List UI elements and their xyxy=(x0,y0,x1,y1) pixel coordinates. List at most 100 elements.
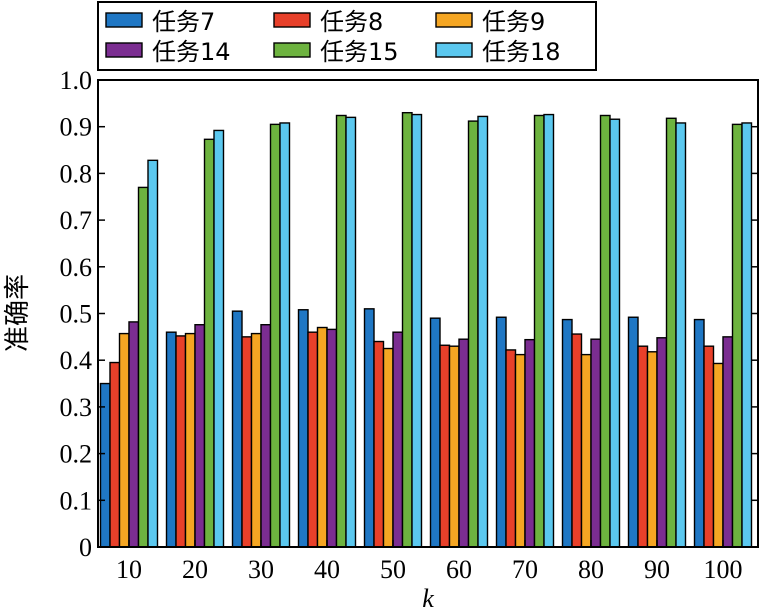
bar xyxy=(326,328,338,548)
bar xyxy=(203,138,215,548)
y-tick-label: 0.7 xyxy=(60,206,93,235)
bar xyxy=(269,123,281,548)
x-tick-label: 100 xyxy=(704,555,743,584)
bar xyxy=(429,317,441,548)
bar xyxy=(401,111,413,548)
bars-group xyxy=(99,111,753,548)
bar xyxy=(609,118,621,548)
legend-swatch xyxy=(273,42,311,58)
x-tick-label: 60 xyxy=(446,555,472,584)
bar xyxy=(392,331,404,548)
bar xyxy=(128,321,140,548)
bar xyxy=(561,318,573,548)
y-tick-label: 1.0 xyxy=(60,66,93,95)
bar xyxy=(250,332,262,548)
bar xyxy=(712,362,724,548)
y-tick-label: 0.8 xyxy=(60,159,93,188)
bar xyxy=(213,129,225,548)
bar xyxy=(495,316,507,548)
bar xyxy=(260,324,272,548)
bar xyxy=(373,340,385,548)
bar xyxy=(514,353,526,548)
bar xyxy=(627,316,639,548)
bar xyxy=(241,336,253,548)
bar xyxy=(165,331,177,548)
y-tick-label: 0.3 xyxy=(60,393,93,422)
bar xyxy=(231,310,243,548)
legend-label: 任务15 xyxy=(320,38,399,66)
bar xyxy=(175,335,187,548)
bar xyxy=(731,123,743,548)
y-tick-label: 0.2 xyxy=(60,440,93,469)
bar xyxy=(590,338,602,548)
legend-label: 任务14 xyxy=(152,38,231,66)
bar xyxy=(467,120,479,548)
bar xyxy=(363,308,375,548)
y-tick-label: 0.9 xyxy=(60,113,93,142)
bar xyxy=(524,338,536,548)
x-tick-label: 30 xyxy=(248,555,274,584)
y-tick-label: 0.4 xyxy=(60,346,93,375)
x-axis-label: k xyxy=(422,584,434,613)
legend-swatch xyxy=(273,12,311,28)
bar xyxy=(307,331,319,548)
legend-box xyxy=(97,1,597,71)
y-tick-label: 0 xyxy=(79,533,92,562)
bar xyxy=(316,326,328,548)
y-tick-label: 0.1 xyxy=(60,486,93,515)
bar xyxy=(543,113,555,548)
bar xyxy=(99,382,111,548)
bar xyxy=(194,324,206,548)
bar xyxy=(335,114,347,548)
bar xyxy=(656,337,668,548)
bar xyxy=(741,122,753,548)
bar xyxy=(477,115,489,548)
bar xyxy=(448,345,460,548)
bar xyxy=(533,114,545,548)
bar xyxy=(109,361,121,548)
bar xyxy=(279,122,291,548)
legend-swatch xyxy=(435,12,473,28)
bar xyxy=(665,117,677,548)
bar xyxy=(147,159,159,548)
x-tick-label: 80 xyxy=(578,555,604,584)
legend-swatch xyxy=(105,12,143,28)
bar xyxy=(675,122,687,548)
legend: 任务7 任务8 任务9 任务14 任务15 任务18 xyxy=(97,1,597,71)
bar xyxy=(439,344,451,548)
bar xyxy=(382,347,394,548)
x-axis: 10 20 30 40 50 60 70 80 90 100 xyxy=(116,540,743,584)
bar xyxy=(571,333,583,548)
bar xyxy=(703,345,715,548)
y-axis: 0 0.1 0.2 0.3 0.4 0.5 0.6 0.7 0.8 0.9 1.0 xyxy=(60,66,758,562)
bar xyxy=(137,186,149,548)
legend-label: 任务8 xyxy=(320,8,383,36)
legend-label: 任务7 xyxy=(152,8,215,36)
x-tick-label: 20 xyxy=(182,555,208,584)
y-tick-label: 0.5 xyxy=(60,300,93,329)
bar xyxy=(458,338,470,548)
x-tick-label: 40 xyxy=(314,555,340,584)
bar xyxy=(646,351,658,548)
legend-label: 任务18 xyxy=(482,38,561,66)
x-tick-label: 70 xyxy=(512,555,538,584)
legend-label: 任务9 xyxy=(482,8,545,36)
bar xyxy=(118,332,130,548)
bar xyxy=(693,318,705,548)
bar xyxy=(505,349,517,548)
y-tick-label: 0.6 xyxy=(60,253,93,282)
x-tick-label: 90 xyxy=(644,555,670,584)
bar xyxy=(599,114,611,548)
bar xyxy=(722,336,734,548)
legend-swatch xyxy=(105,42,143,58)
bar xyxy=(297,309,309,548)
legend-swatch xyxy=(435,42,473,58)
x-tick-label: 10 xyxy=(116,555,142,584)
x-tick-label: 50 xyxy=(380,555,406,584)
bar xyxy=(345,116,357,548)
y-axis-label: 准确率 xyxy=(3,274,32,352)
bar xyxy=(411,113,423,548)
bar xyxy=(637,345,649,548)
bar xyxy=(184,332,196,548)
